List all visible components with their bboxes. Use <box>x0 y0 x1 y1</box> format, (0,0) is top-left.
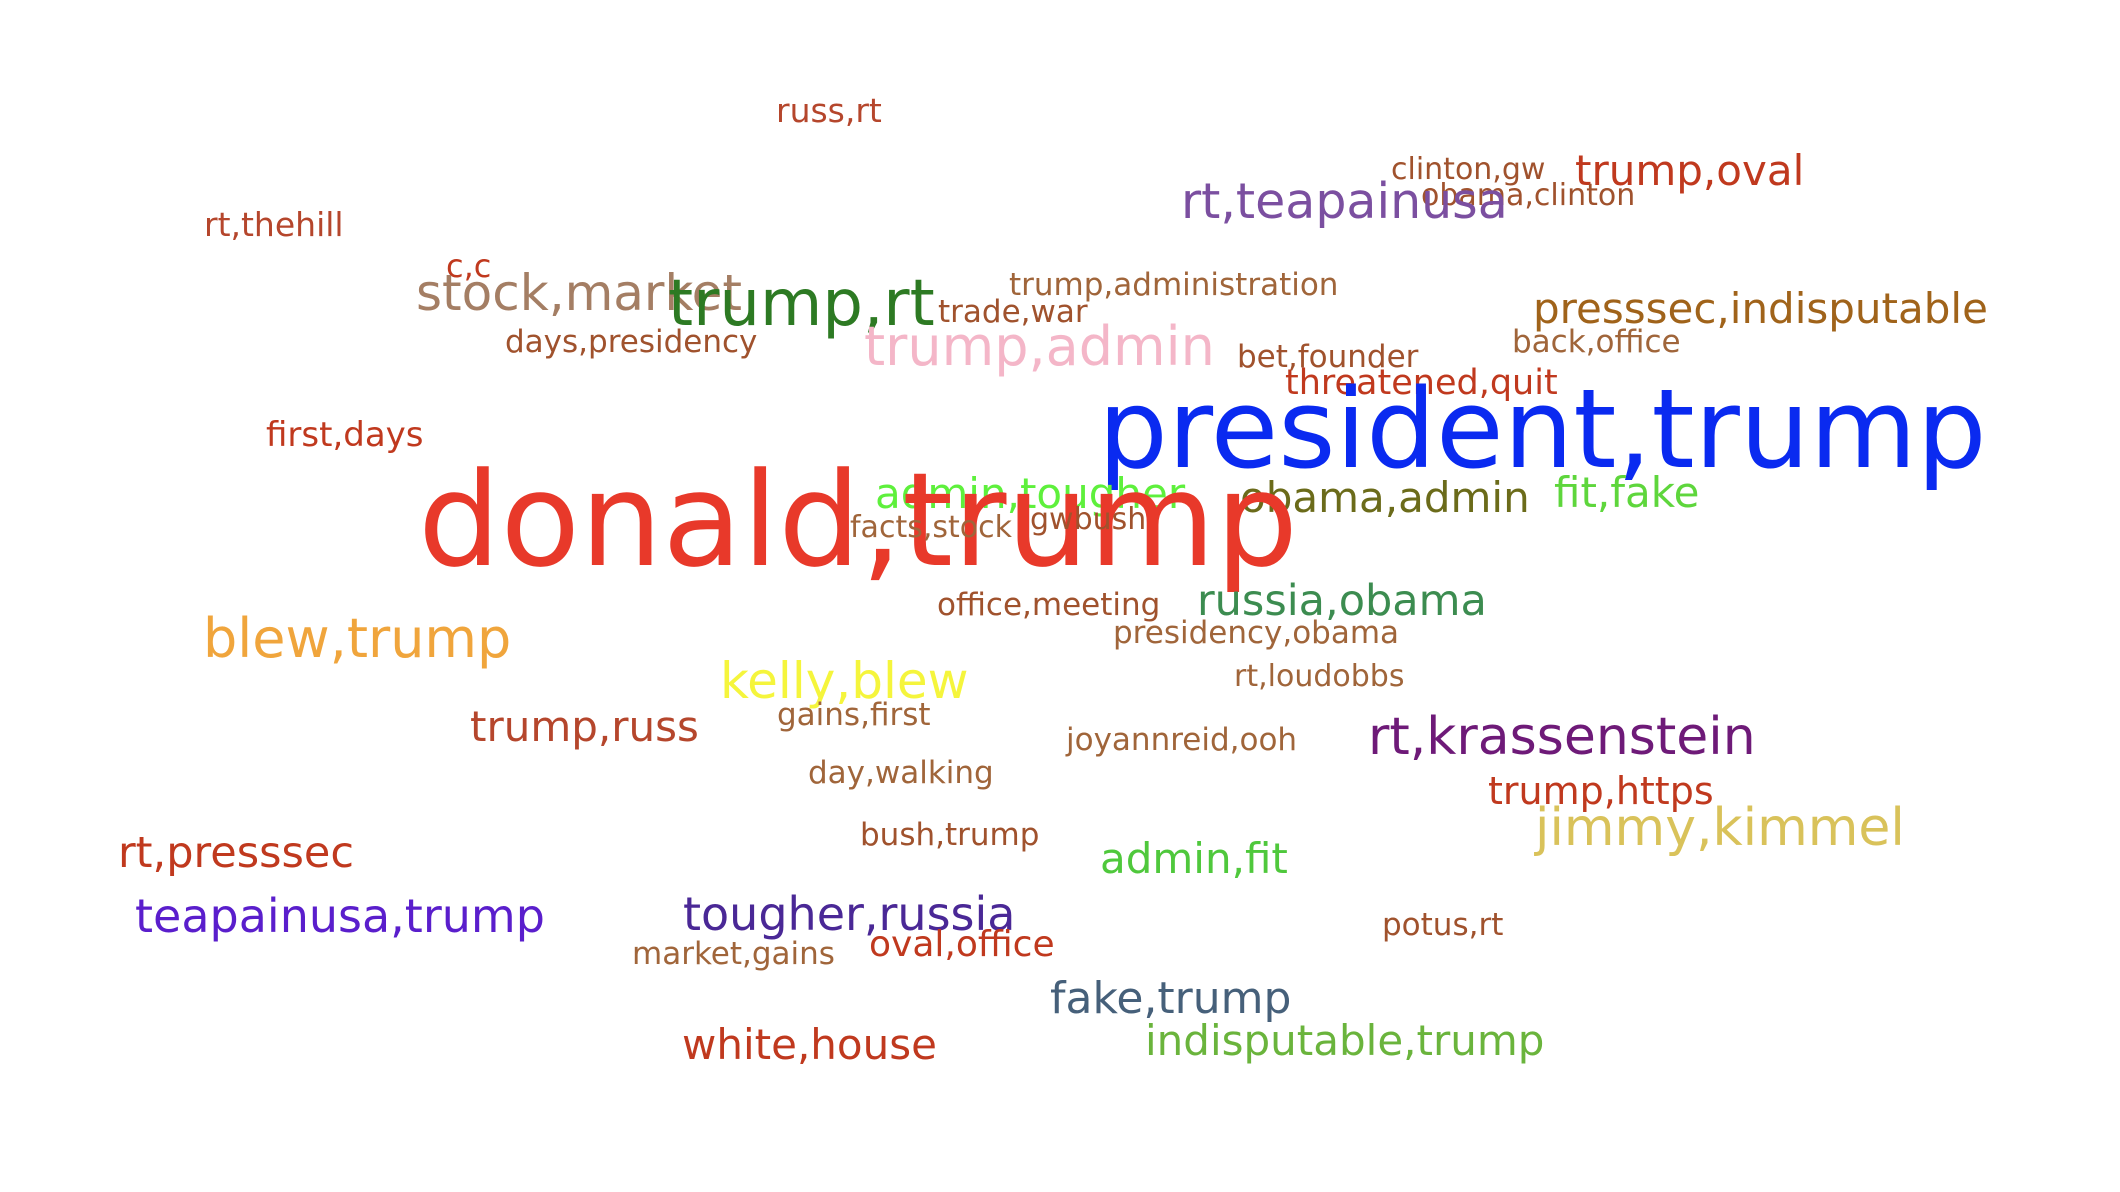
word-day-walking: day,walking <box>808 755 994 791</box>
word-trump-russ: trump,russ <box>470 702 699 751</box>
word-president-trump: president,trump <box>1098 365 1987 493</box>
word-jimmy-kimmel: jimmy,kimmel <box>1535 798 1905 858</box>
word-market-gains: market,gains <box>632 936 835 972</box>
word-oval-office: oval,office <box>869 924 1055 965</box>
word-potus-rt: potus,rt <box>1382 907 1504 943</box>
word-back-office: back,office <box>1512 324 1681 360</box>
word-office-meeting: office,meeting <box>937 587 1161 623</box>
word-trump-oval: trump,oval <box>1575 146 1805 195</box>
word-clinton-gw: clinton,gw <box>1391 152 1546 187</box>
word-trump-rt: trump,rt <box>668 267 935 341</box>
word-presssec-indisputable: presssec,indisputable <box>1533 284 1988 333</box>
word-admin-tougher: admin,tougher <box>875 469 1186 518</box>
word-russia-obama: russia,obama <box>1197 576 1487 626</box>
word-white-house: white,house <box>682 1020 937 1069</box>
word-rt-krassenstein: rt,krassenstein <box>1368 707 1756 767</box>
word-trump-https: trump,https <box>1488 769 1714 813</box>
word-tougher-russia: tougher,russia <box>683 887 1016 941</box>
word-obama-admin: obama,admin <box>1240 473 1530 522</box>
word-first-days: first,days <box>266 415 424 455</box>
word-bush-trump: bush,trump <box>860 817 1040 853</box>
word-blew-trump: blew,trump <box>203 607 512 670</box>
word-trump-administration: trump,administration <box>1009 267 1339 303</box>
word-gwbush: gwbush <box>1030 502 1147 537</box>
word-stock-market: stock,market <box>416 264 743 322</box>
word-obama-clinton: obama,clinton <box>1421 178 1636 213</box>
word-kelly-blew: kelly,blew <box>720 652 969 710</box>
word-threatened-quit: threatened,quit <box>1285 363 1558 403</box>
word-joyannreid-ooh: joyannreid,ooh <box>1066 722 1298 758</box>
word-indisputable-trump: indisputable,trump <box>1145 1016 1545 1065</box>
word-donald-trump: donald,trump <box>418 444 1299 596</box>
word-trade-war: trade,war <box>938 294 1088 330</box>
word-russ-rt: russ,rt <box>776 91 882 130</box>
word-teapainusa-trump: teapainusa,trump <box>135 889 545 943</box>
word-presidency-obama: presidency,obama <box>1113 615 1400 651</box>
word-fit-fake: fit,fake <box>1554 468 1700 517</box>
word-days-presidency: days,presidency <box>505 324 758 360</box>
word-rt-teapainusa: rt,teapainusa <box>1181 173 1508 230</box>
word-bet-founder: bet,founder <box>1237 339 1419 375</box>
word-fake-trump: fake,trump <box>1050 973 1292 1024</box>
word-gains-first: gains,first <box>777 697 931 733</box>
word-rt-presssec: rt,presssec <box>118 828 354 878</box>
word-rt-thehill: rt,thehill <box>204 205 344 244</box>
word-rt-loudobbs: rt,loudobbs <box>1234 659 1405 694</box>
word-trump-admin: trump,admin <box>864 315 1215 378</box>
word-facts-stock: facts,stock <box>850 510 1012 545</box>
word-c-c: c,c <box>446 247 492 285</box>
word-admin-fit: admin,fit <box>1100 834 1288 883</box>
